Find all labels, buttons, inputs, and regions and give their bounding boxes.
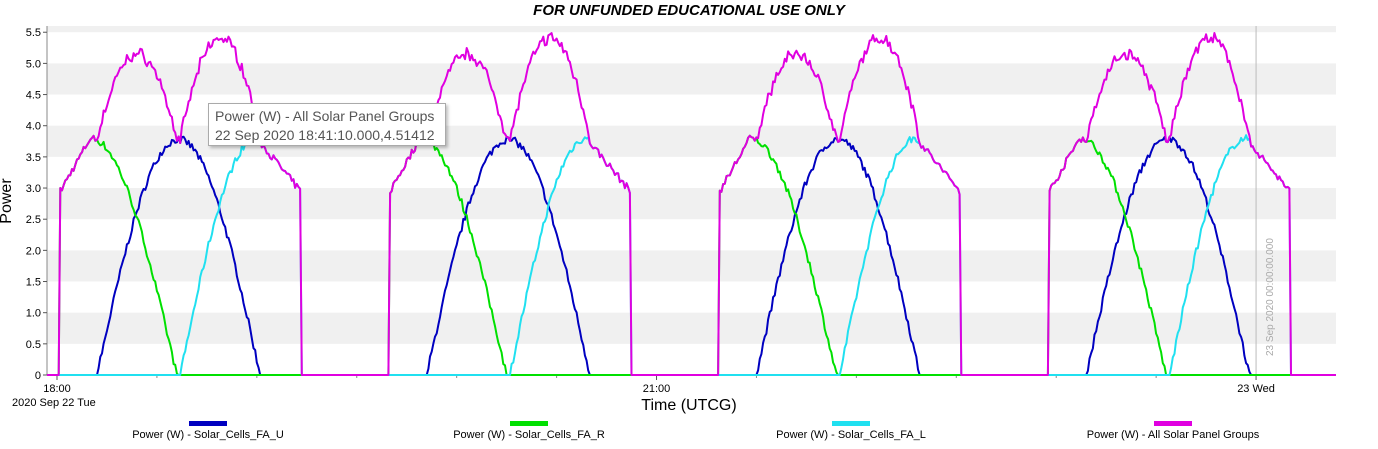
legend-item-fa-r[interactable]: Power (W) - Solar_Cells_FA_R [409, 421, 649, 441]
series-line-all [47, 32, 1336, 376]
legend-label-fa-r: Power (W) - Solar_Cells_FA_R [453, 429, 605, 441]
y-tick-label: 3.5 [26, 152, 41, 164]
y-axis-label: Power [0, 178, 15, 224]
x-tick-label: 21:00 [643, 383, 671, 395]
x-date-label: 2020 Sep 22 Tue [12, 397, 96, 409]
grid-band [47, 63, 1336, 95]
y-tick-label: 4.0 [26, 121, 41, 133]
x-tick-label: 23 Wed [1237, 383, 1275, 395]
y-tick-label: 2.0 [26, 245, 41, 257]
x-axis-label: Time (UTCG) [641, 397, 737, 414]
y-tick-label: 4.5 [26, 90, 41, 102]
y-tick-label: 5.0 [26, 58, 41, 70]
y-tick-label: 0.5 [26, 339, 41, 351]
legend-swatch-fa-l [832, 421, 870, 426]
data-tooltip: Power (W) - All Solar Panel Groups 22 Se… [208, 103, 446, 146]
legend-swatch-fa-r [510, 421, 548, 426]
time-marker-label: 23 Sep 2020 00:00:00.000 [1265, 238, 1276, 356]
grid-band [47, 250, 1336, 282]
grid-band [47, 188, 1336, 220]
y-tick-label: 5.5 [26, 27, 41, 39]
legend-label-fa-l: Power (W) - Solar_Cells_FA_L [776, 429, 926, 441]
legend-item-fa-l[interactable]: Power (W) - Solar_Cells_FA_L [731, 421, 971, 441]
legend-swatch-all [1154, 421, 1192, 426]
grid-band [47, 26, 1336, 33]
grid-band [47, 312, 1336, 344]
y-tick-label: 1.0 [26, 308, 41, 320]
tooltip-line-1: Power (W) - All Solar Panel Groups [215, 108, 435, 124]
y-tick-label: 2.5 [26, 214, 41, 226]
y-tick-label: 3.0 [26, 183, 41, 195]
y-tick-label: 0 [35, 370, 41, 382]
x-tick-label: 18:00 [43, 383, 71, 395]
legend-item-fa-u[interactable]: Power (W) - Solar_Cells_FA_U [88, 421, 328, 441]
legend-label-all: Power (W) - All Solar Panel Groups [1086, 429, 1260, 441]
y-tick-label: 1.5 [26, 277, 41, 289]
legend-item-all[interactable]: Power (W) - All Solar Panel Groups [1053, 421, 1293, 441]
legend-swatch-fa-u [189, 421, 227, 426]
tooltip-line-2: 22 Sep 2020 18:41:10.000,4.51412 [215, 127, 435, 143]
legend-label-fa-u: Power (W) - Solar_Cells_FA_U [132, 429, 284, 441]
chart-title: FOR UNFUNDED EDUCATIONAL USE ONLY [533, 2, 845, 19]
